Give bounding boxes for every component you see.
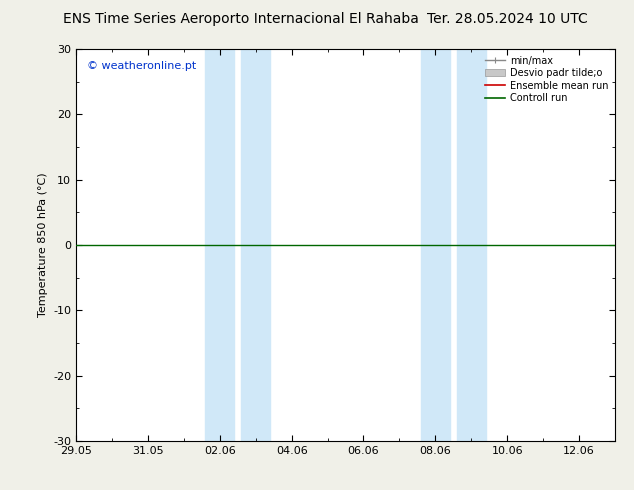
Y-axis label: Temperature 850 hPa (°C): Temperature 850 hPa (°C) <box>37 172 48 318</box>
Bar <box>205 49 234 441</box>
Text: ENS Time Series Aeroporto Internacional El Rahaba: ENS Time Series Aeroporto Internacional … <box>63 12 419 26</box>
Text: Ter. 28.05.2024 10 UTC: Ter. 28.05.2024 10 UTC <box>427 12 588 26</box>
Bar <box>242 49 270 441</box>
Bar <box>421 49 450 441</box>
Bar <box>457 49 486 441</box>
Text: © weatheronline.pt: © weatheronline.pt <box>87 61 196 71</box>
Legend: min/max, Desvio padr tilde;o, Ensemble mean run, Controll run: min/max, Desvio padr tilde;o, Ensemble m… <box>483 54 610 105</box>
